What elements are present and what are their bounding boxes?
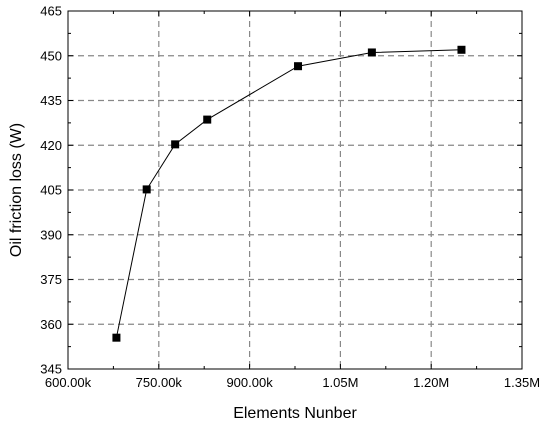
y-tick-label: 405: [40, 183, 62, 198]
data-point: [112, 333, 121, 342]
x-tick-label: 750.00k: [136, 375, 183, 390]
y-tick-label: 420: [40, 138, 62, 153]
x-axis-title: Elements Nunber: [233, 405, 357, 422]
x-tick-label: 600.00k: [45, 375, 92, 390]
data-point: [171, 140, 180, 149]
data-point: [457, 45, 466, 54]
x-tick-label: 1.35M: [504, 375, 540, 390]
axis-ticks: [67, 10, 523, 370]
x-tick-label: 1.20M: [413, 375, 449, 390]
x-tick-label: 1.05M: [322, 375, 358, 390]
y-tick-labels: 345 360 375 390 405 420 435 450 465: [40, 4, 62, 377]
y-tick-label: 345: [40, 362, 62, 377]
y-tick-label: 360: [40, 317, 62, 332]
y-tick-label: 375: [40, 272, 62, 287]
x-tick-labels: 600.00k 750.00k 900.00k 1.05M 1.20M 1.35M: [45, 375, 540, 390]
y-tick-label: 450: [40, 48, 62, 63]
y-tick-label: 465: [40, 4, 62, 19]
y-tick-label: 435: [40, 93, 62, 108]
data-point: [294, 62, 303, 71]
y-axis-title: Oil friction loss (W): [8, 123, 25, 257]
data-points: [112, 45, 466, 342]
x-tick-label: 900.00k: [226, 375, 273, 390]
data-point: [367, 48, 376, 57]
data-point: [142, 185, 151, 194]
series-line: [115, 49, 462, 338]
data-point: [203, 115, 212, 124]
y-tick-label: 390: [40, 227, 62, 242]
